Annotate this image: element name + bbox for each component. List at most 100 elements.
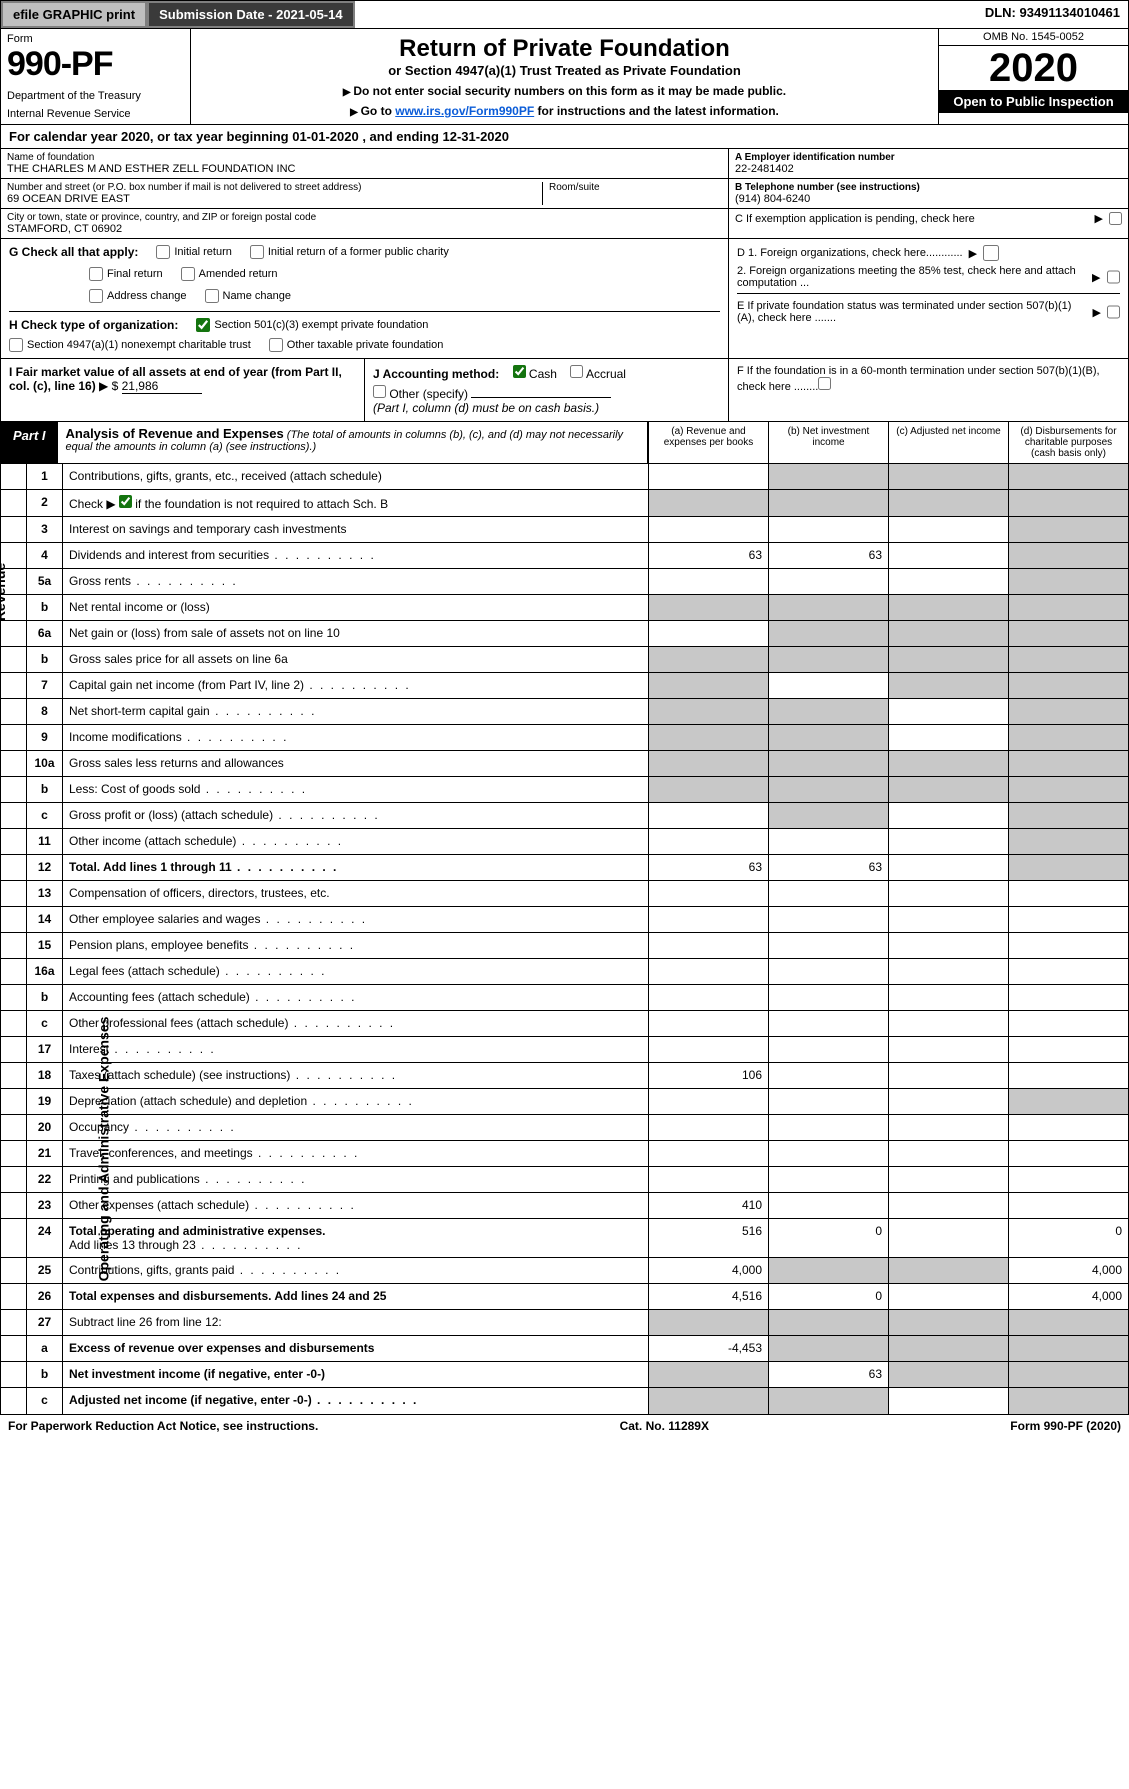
line-num: 2: [27, 490, 63, 516]
line-27c: Adjusted net income (if negative, enter …: [63, 1388, 648, 1414]
cell-24d: 0: [1008, 1219, 1128, 1257]
c-checkbox[interactable]: [1109, 212, 1122, 225]
line-num: b: [27, 595, 63, 620]
g-label: G Check all that apply:: [9, 245, 138, 259]
addr-label: Number and street (or P.O. box number if…: [7, 182, 542, 193]
city-label: City or town, state or province, country…: [7, 212, 722, 223]
other-method-checkbox[interactable]: [373, 385, 386, 398]
cell-25a: 4,000: [648, 1258, 768, 1283]
j-note: (Part I, column (d) must be on cash basi…: [373, 401, 720, 415]
arrow-icon: [969, 247, 977, 260]
line-num: 12: [27, 855, 63, 880]
501c3-label: Section 501(c)(3) exempt private foundat…: [214, 319, 428, 331]
cell-26a: 4,516: [648, 1284, 768, 1309]
line-num: 25: [27, 1258, 63, 1283]
other-taxable-label: Other taxable private foundation: [287, 339, 444, 351]
name-change-checkbox[interactable]: [205, 289, 219, 303]
4947-trust-checkbox[interactable]: [9, 338, 23, 352]
line-num: 1: [27, 464, 63, 489]
part1-tag: Part I: [1, 422, 58, 463]
calendar-year-row: For calendar year 2020, or tax year begi…: [0, 125, 1129, 149]
initial-return-checkbox[interactable]: [156, 245, 170, 259]
i-j-section: I Fair market value of all assets at end…: [0, 359, 1129, 422]
line-num: 9: [27, 725, 63, 750]
line-2: Check ▶ if the foundation is not require…: [63, 490, 648, 516]
cell-4b: 63: [768, 543, 888, 568]
ein-label: A Employer identification number: [735, 152, 1122, 163]
amended-return-label: Amended return: [199, 268, 278, 280]
city-state-zip: STAMFORD, CT 06902: [7, 223, 722, 235]
line-7: Capital gain net income (from Part IV, l…: [63, 673, 648, 698]
line-num: 5a: [27, 569, 63, 594]
line-5b: Net rental income or (loss): [63, 595, 648, 620]
f-label: F If the foundation is in a 60-month ter…: [737, 365, 1100, 393]
address-change-checkbox[interactable]: [89, 289, 103, 303]
e-checkbox[interactable]: [1107, 304, 1120, 320]
cash-checkbox[interactable]: [513, 365, 526, 378]
line-num: 8: [27, 699, 63, 724]
arrow-icon: [1092, 271, 1100, 284]
tel-label: B Telephone number (see instructions): [735, 182, 1122, 193]
efile-print-button[interactable]: efile GRAPHIC print: [1, 1, 147, 28]
omb-number: OMB No. 1545-0052: [939, 29, 1128, 46]
line-16a: Legal fees (attach schedule): [63, 959, 648, 984]
notice-link: Go to www.irs.gov/Form990PF for instruct…: [201, 104, 928, 118]
line-1: Contributions, gifts, grants, etc., rece…: [63, 464, 648, 489]
line-4: Dividends and interest from securities: [63, 543, 648, 568]
line-27b: Net investment income (if negative, ente…: [63, 1362, 648, 1387]
cell-26b: 0: [768, 1284, 888, 1309]
accrual-checkbox[interactable]: [570, 365, 583, 378]
initial-former-checkbox[interactable]: [250, 245, 264, 259]
line-10b: Less: Cost of goods sold: [63, 777, 648, 802]
501c3-checkbox[interactable]: [196, 318, 210, 332]
line-num: 24: [27, 1219, 63, 1257]
line-num: 11: [27, 829, 63, 854]
cell-25d: 4,000: [1008, 1258, 1128, 1283]
col-a-header: (a) Revenue and expenses per books: [648, 422, 768, 463]
cell-18a: 106: [648, 1063, 768, 1088]
line-num: 20: [27, 1115, 63, 1140]
line-10c: Gross profit or (loss) (attach schedule): [63, 803, 648, 828]
line-num: 16a: [27, 959, 63, 984]
initial-return-label: Initial return: [174, 246, 231, 258]
form-ref: Form 990-PF (2020): [1010, 1419, 1121, 1433]
other-method-label: Other (specify): [389, 387, 468, 401]
line-27a: Excess of revenue over expenses and disb…: [63, 1336, 648, 1361]
line-num: 21: [27, 1141, 63, 1166]
tax-year: 2020: [939, 46, 1128, 90]
4947-trust-label: Section 4947(a)(1) nonexempt charitable …: [27, 339, 251, 351]
e-label: E If private foundation status was termi…: [737, 300, 1087, 324]
other-taxable-checkbox[interactable]: [269, 338, 283, 352]
room-label: Room/suite: [549, 182, 722, 193]
line-num: 14: [27, 907, 63, 932]
admin-side-label: Operating and Administrative Expenses: [95, 1017, 111, 1282]
line-num: c: [27, 1011, 63, 1036]
line-22: Printing and publications: [63, 1167, 648, 1192]
line-num: 4: [27, 543, 63, 568]
line-num: b: [27, 985, 63, 1010]
line-25: Contributions, gifts, grants paid: [63, 1258, 648, 1283]
sch-b-checkbox[interactable]: [119, 495, 132, 508]
amended-return-checkbox[interactable]: [181, 267, 195, 281]
notice-tail: for instructions and the latest informat…: [534, 104, 779, 118]
line-num: 7: [27, 673, 63, 698]
d1-checkbox[interactable]: [983, 245, 999, 261]
line-17: Interest: [63, 1037, 648, 1062]
cell-24b: 0: [768, 1219, 888, 1257]
irs-link[interactable]: www.irs.gov/Form990PF: [395, 104, 534, 118]
line-num: 10a: [27, 751, 63, 776]
form-word: Form: [7, 33, 184, 45]
address-change-label: Address change: [107, 290, 187, 302]
line-num: 18: [27, 1063, 63, 1088]
f-checkbox[interactable]: [818, 377, 831, 390]
col-c-header: (c) Adjusted net income: [888, 422, 1008, 463]
line-10a: Gross sales less returns and allowances: [63, 751, 648, 776]
part1-table: Revenue 1Contributions, gifts, grants, et…: [0, 464, 1129, 1415]
line-num: 22: [27, 1167, 63, 1192]
revenue-side-label: Revenue: [0, 563, 8, 621]
d2-checkbox[interactable]: [1107, 269, 1120, 285]
g-h-section: G Check all that apply: Initial return I…: [0, 239, 1129, 359]
line-23: Other expenses (attach schedule): [63, 1193, 648, 1218]
final-return-checkbox[interactable]: [89, 267, 103, 281]
i-value: 21,986: [122, 379, 202, 394]
